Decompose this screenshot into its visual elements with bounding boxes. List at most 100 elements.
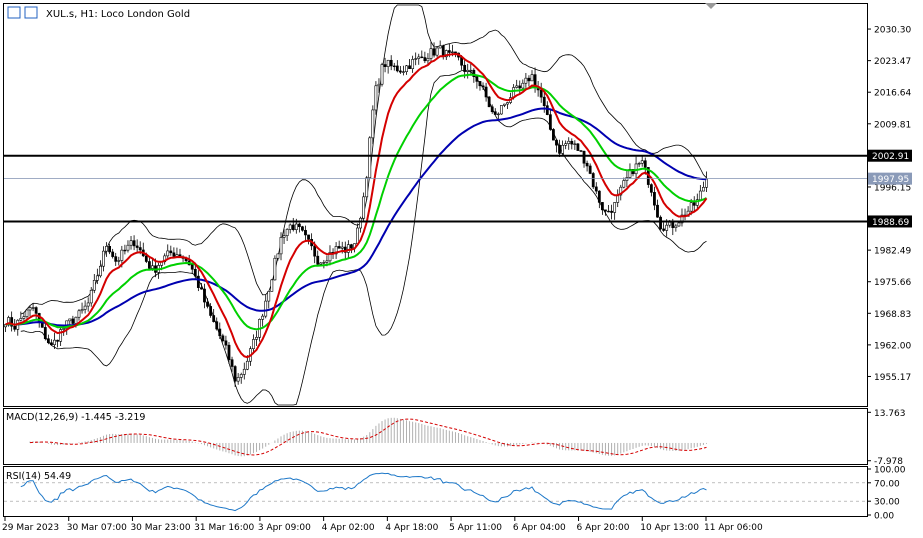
candle-body	[631, 168, 635, 175]
level-price-label: 1988.69	[872, 218, 909, 228]
candle-body	[297, 223, 301, 228]
time-tick-label: 30 Mar 07:00	[67, 523, 127, 533]
candle-body	[92, 280, 96, 291]
candle-body	[423, 57, 427, 62]
price-tick-label: 1982.49	[874, 247, 911, 257]
candle-body	[46, 338, 50, 344]
price-tick-label: 1955.17	[874, 373, 911, 383]
candle-body	[637, 162, 641, 165]
current-price-label: 1997.95	[872, 175, 909, 185]
candle-body	[99, 265, 102, 277]
level-price-label: 2002.91	[872, 152, 909, 162]
candle-body	[451, 51, 454, 54]
candle-body	[59, 329, 63, 342]
candle-body	[172, 252, 176, 257]
time-tick-label: 10 Apr 13:00	[640, 523, 699, 533]
candle-body	[579, 150, 583, 152]
candle-body	[102, 250, 105, 267]
candle-body	[28, 307, 32, 311]
candle-body	[493, 111, 497, 115]
candle-body	[340, 246, 344, 249]
candle-body	[337, 246, 341, 249]
candle-body	[662, 228, 666, 231]
candle-body	[71, 318, 75, 324]
candle-body	[466, 69, 470, 72]
candle-body	[469, 69, 473, 72]
candle-body	[634, 163, 638, 175]
candle-body	[411, 59, 415, 69]
rsi-tick-label: 0.00	[874, 512, 894, 522]
candle-body	[224, 340, 228, 346]
candle-body	[463, 64, 467, 72]
candle-body	[405, 65, 408, 73]
candle-body	[659, 216, 662, 230]
candle-body	[282, 235, 286, 238]
candle-body	[350, 244, 353, 249]
candle-body	[671, 222, 675, 228]
candle-body	[212, 315, 216, 322]
candle-body	[414, 58, 418, 60]
candle-body	[656, 204, 659, 218]
candle-body	[371, 109, 375, 139]
candle-body	[524, 77, 528, 84]
candle-body	[386, 59, 390, 67]
candle-body	[539, 89, 543, 98]
price-tick-label: 2023.47	[874, 57, 911, 67]
candle-body	[25, 309, 29, 317]
candle-body	[368, 137, 372, 179]
candle-body	[438, 45, 442, 49]
candle-body	[668, 222, 672, 226]
bollinger-lower-line	[20, 70, 707, 406]
time-tick-label: 5 Apr 11:00	[449, 523, 502, 533]
candle-body	[285, 229, 289, 236]
candle-body	[62, 328, 66, 330]
candle-body	[545, 105, 549, 115]
window-icon	[7, 6, 21, 19]
candle-body	[567, 140, 571, 144]
candle-body	[429, 48, 433, 59]
candle-body	[420, 56, 424, 59]
candle-body	[389, 59, 393, 67]
candle-body	[600, 202, 604, 211]
candle-body	[653, 192, 656, 206]
candle-body	[255, 336, 258, 340]
candle-body	[447, 50, 451, 53]
shift-marker-icon[interactable]	[705, 3, 717, 9]
level-price-box	[868, 149, 912, 162]
candle-body	[264, 300, 268, 317]
candle-body	[408, 65, 411, 69]
candle-body	[356, 227, 359, 244]
candle-body	[86, 302, 90, 307]
price-tick-label: 1996.15	[874, 183, 911, 193]
candle-body	[227, 344, 231, 360]
candle-icon	[24, 6, 38, 19]
candle-body	[53, 339, 56, 346]
chart-header: XUL.s, H1: Loco London Gold	[7, 6, 190, 20]
candle-body	[206, 301, 209, 307]
rsi-tick-label: 100.00	[874, 466, 906, 476]
candle-body	[203, 288, 206, 303]
candle-body	[151, 265, 154, 269]
candle-body	[695, 199, 699, 206]
candle-body	[123, 249, 127, 252]
candle-body	[346, 244, 350, 253]
current-price-box	[868, 172, 912, 185]
candle-body	[499, 105, 503, 115]
candle-body	[276, 253, 280, 259]
candle-body	[383, 64, 387, 67]
price-tick-label: 2016.64	[874, 89, 911, 99]
candle-body	[475, 76, 479, 82]
candle-body	[570, 140, 574, 145]
candle-body	[215, 321, 219, 330]
candle-body	[576, 143, 580, 151]
candle-body	[56, 339, 59, 342]
candle-body	[242, 368, 246, 375]
candle-body	[622, 180, 626, 188]
time-tick-label: 30 Mar 23:00	[130, 523, 190, 533]
candle-body	[515, 85, 519, 88]
candle-body	[196, 275, 200, 288]
candle-body	[77, 310, 81, 318]
rsi-tick-label: 70.00	[874, 479, 900, 489]
macd-signal-line	[29, 418, 707, 456]
